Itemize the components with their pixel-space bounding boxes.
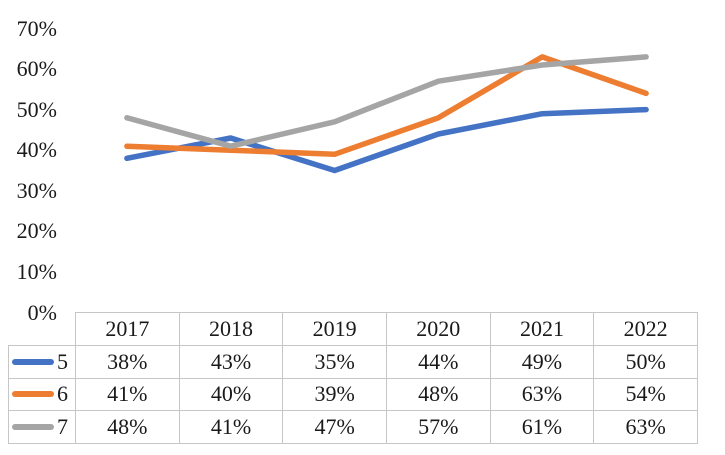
value-cell: 57% [385,410,491,444]
value-cell: 48% [385,377,491,412]
legend-cell-7: 7 [8,410,76,444]
year-header-cell: 2019 [282,312,387,346]
legend-cell-6: 6 [8,377,76,412]
series-name-label: 6 [57,381,68,407]
value-cell: 39% [282,377,387,412]
legend-line-swatch-7 [12,423,54,430]
value-cell: 63% [489,377,595,412]
value-cell: 47% [282,410,387,444]
legend-header-spacer [9,313,76,346]
value-cell: 41% [75,377,180,412]
value-cell: 63% [593,410,698,444]
value-cell: 61% [489,410,595,444]
value-cell: 48% [75,410,180,444]
year-header-cell: 2017 [75,312,180,346]
year-header-cell: 2022 [593,312,698,346]
value-cell: 54% [593,377,698,412]
series-line-7 [124,54,649,149]
series-name-label: 5 [57,348,68,374]
legend-cell-5: 5 [8,345,76,379]
value-cell: 43% [178,345,284,379]
value-cell: 50% [593,345,698,379]
series-name-label: 7 [57,413,68,439]
value-cell: 40% [178,377,284,412]
value-cell: 44% [385,345,491,379]
year-header-cell: 2020 [385,312,491,346]
value-cell: 35% [282,345,387,379]
year-header-cell: 2018 [178,312,284,346]
series-row-6: 6 41% 40% 39% 48% 63% 54% [8,377,698,412]
year-header-cell: 2021 [489,312,595,346]
value-cell: 49% [489,345,595,379]
series-row-7: 7 48% 41% 47% 57% 61% 63% [8,410,698,444]
data-table: 2017 2018 2019 2020 2021 2022 5 38% 43% 35% 44% 49%… [8,312,698,444]
legend-line-swatch-6 [12,391,54,398]
value-cell: 41% [178,410,284,444]
value-cell: 38% [75,345,180,379]
legend-line-swatch-5 [12,358,54,365]
series-row-5: 5 38% 43% 35% 44% 49% 50% [8,345,698,379]
